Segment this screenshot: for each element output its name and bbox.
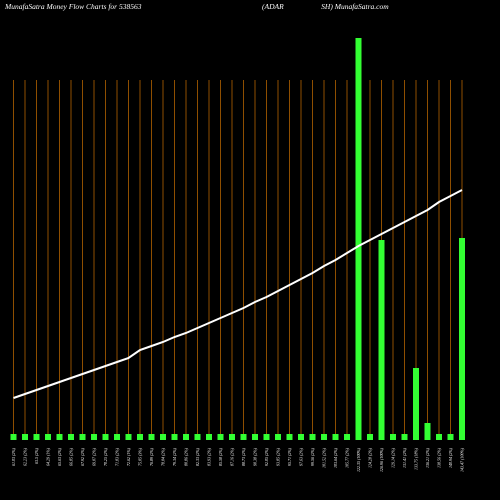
x-tick-label: 72.62 (1%) (126, 447, 131, 466)
bar (390, 434, 396, 440)
bar (45, 434, 51, 440)
x-tick-label: 71.83 (2%) (115, 447, 120, 466)
bar (309, 434, 316, 440)
x-tick-label: 83.93 (2%) (207, 447, 212, 466)
bar (183, 434, 189, 440)
x-tick-label: 88.73 (2%) (241, 447, 246, 466)
x-tick-label: 63.5 (2%) (34, 447, 39, 464)
x-tick-label: 80.86 (2%) (184, 447, 189, 466)
bar (332, 434, 339, 440)
bar (298, 434, 304, 440)
x-tick-label: 93.85 (2%) (276, 447, 281, 466)
x-tick-label: 65.63 (2%) (57, 447, 62, 466)
x-tick-label: 76.89 (2%) (149, 447, 154, 466)
chart-title: MunafaSatra Money Flow Charts for 538563 (4, 2, 142, 11)
x-tick-label: 143.47 (100%) (460, 447, 465, 472)
money-flow-line (13, 189, 463, 399)
bar (102, 434, 109, 440)
bar (378, 240, 385, 440)
bar (252, 434, 258, 440)
x-tick-label: 133.75 (18%) (414, 447, 419, 470)
x-tick-label: 75.05 (3%) (138, 447, 143, 466)
x-tick-label: 124.28 (2%) (368, 447, 373, 468)
bar (275, 434, 281, 440)
x-tick-label: 70.25 (2%) (103, 447, 108, 466)
bar (229, 434, 235, 440)
bar (240, 434, 247, 440)
bar (125, 434, 132, 440)
x-tick-label: 101.52 (2%) (322, 447, 327, 468)
bar (286, 434, 293, 440)
x-tick-label: 95.71 (2%) (287, 447, 292, 466)
bar (344, 434, 350, 440)
bar (355, 38, 362, 440)
bar (459, 238, 465, 440)
bar (137, 434, 143, 440)
bar (148, 434, 155, 440)
bar (321, 434, 327, 440)
x-tick-label: 99.56 (2%) (310, 447, 315, 466)
x-tick-label: 85.58 (2%) (218, 447, 223, 466)
x-tick-label: 92.05 (2%) (264, 447, 269, 466)
x-tick-label: 90.38 (2%) (253, 447, 258, 466)
bar (194, 434, 201, 440)
bar (10, 434, 17, 440)
x-tick-label: 67.92 (2%) (80, 447, 85, 466)
x-tick-label: 82.33 (2%) (195, 447, 200, 466)
bar (424, 423, 431, 440)
bar (436, 434, 442, 440)
bar (367, 434, 373, 440)
x-tick-label: 64.29 (1%) (46, 447, 51, 466)
bar (217, 434, 224, 440)
x-tick-label: 66.85 (2%) (69, 447, 74, 466)
x-tick-label: 87.16 (2%) (230, 447, 235, 466)
x-tick-label: 122.35 (100%) (356, 447, 361, 472)
bar (56, 434, 63, 440)
x-tick-label: 138.56 (2%) (437, 447, 442, 468)
bar (401, 434, 408, 440)
x-tick-label: 97.63 (2%) (299, 447, 304, 466)
x-tick-label: 79.34 (2%) (172, 447, 177, 466)
bar (206, 434, 212, 440)
bar (33, 434, 40, 440)
bar (263, 434, 270, 440)
x-tick-label: 105.77 (2%) (345, 447, 350, 468)
x-tick-label: 126.96 (100%) (379, 447, 384, 472)
bar (91, 434, 97, 440)
bar (114, 434, 120, 440)
x-tick-label: 136.21 (2%) (425, 447, 430, 468)
x-tick-label: 69.07 (2%) (92, 447, 97, 466)
bar (160, 434, 166, 440)
bar (447, 434, 454, 440)
bar (68, 434, 74, 440)
x-tick-label: 103.64 (2%) (333, 447, 338, 468)
bar (413, 368, 419, 440)
x-tick-label: 62.23 (2%) (23, 447, 28, 466)
x-tick-label: 129.14 (2%) (391, 447, 396, 468)
bar (22, 434, 28, 440)
x-tick-label: 131.41 (2%) (402, 447, 407, 468)
bar (79, 434, 86, 440)
chart-title-right: (ADAR SH) MunafaSatra.com (262, 2, 389, 11)
bar (171, 434, 178, 440)
x-tick-label: 140.94 (2%) (448, 447, 453, 468)
x-tick-label: 78.04 (2%) (161, 447, 166, 466)
x-tick-label: 61.03 (2%) (11, 447, 16, 466)
